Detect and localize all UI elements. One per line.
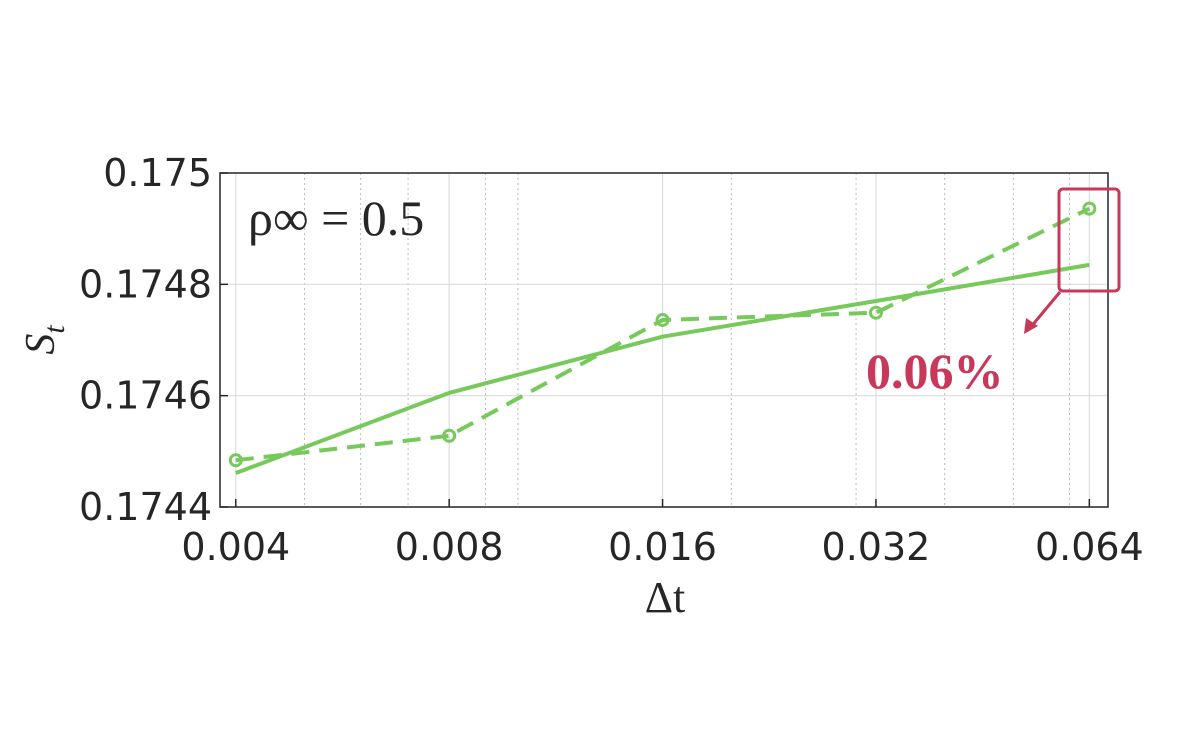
x-tick-label: 0.004 [181, 525, 290, 569]
arrow-head [1024, 318, 1038, 334]
x-tick-label: 0.064 [1035, 525, 1144, 569]
series-line [235, 206, 1091, 463]
y-axis-label: St [18, 325, 71, 355]
y-tick-label: 0.1744 [79, 485, 212, 529]
y-label-main: S [18, 334, 64, 355]
annotation-percent: 0.06% [866, 343, 1004, 399]
marker [1082, 201, 1097, 216]
series-line [235, 262, 1090, 475]
marker [228, 453, 243, 468]
marker [868, 305, 883, 320]
axes-frame [219, 172, 1109, 508]
x-tick-label: 0.016 [608, 525, 717, 569]
annotation-rho: ρ∞ = 0.5 [248, 190, 424, 246]
highlight-box [1057, 187, 1121, 293]
plot [228, 201, 1097, 475]
x-tick-label: 0.032 [822, 525, 931, 569]
annotation-arrow [1028, 291, 1062, 329]
y-tick-label: 0.175 [103, 151, 212, 195]
x-tick-label: 0.008 [395, 525, 504, 569]
x-axis-label: Δt [645, 573, 686, 622]
y-tick-label: 0.1748 [79, 262, 212, 306]
marker [655, 312, 670, 327]
marker [442, 428, 457, 443]
y-tick-label: 0.1746 [79, 374, 212, 418]
y-label-sub: t [38, 325, 71, 334]
